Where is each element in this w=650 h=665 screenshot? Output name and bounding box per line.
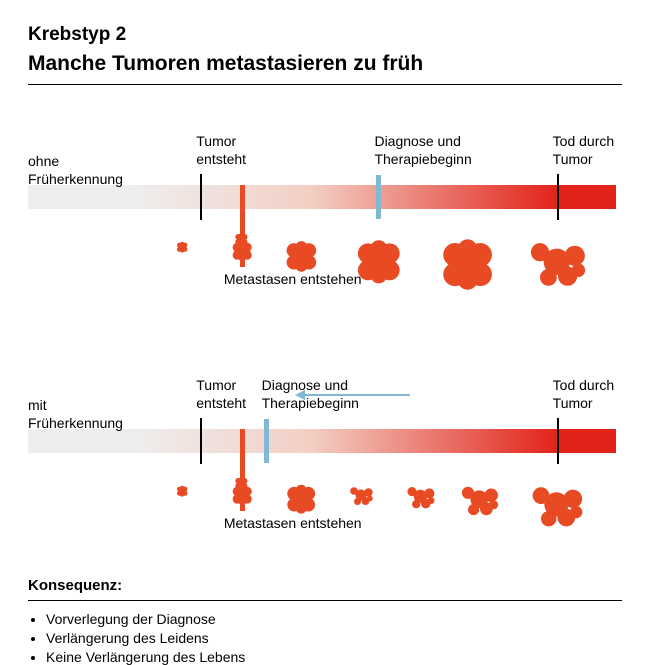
- tumor-cells-scatter-icon: [343, 477, 379, 513]
- divider-top: [28, 84, 622, 85]
- tumor-cell-icon: [223, 232, 261, 270]
- timeline-tick: [200, 418, 202, 464]
- tumor-cell-icon: [344, 227, 414, 297]
- diagnosis-tick: [264, 419, 269, 463]
- timeline-with-screening: mitFrüherkennungTumorentstehtDiagnose un…: [28, 363, 622, 563]
- tumor-cells-scatter-icon: [454, 474, 504, 524]
- consequence-list: Vorverlegung der Diagnose Verlängerung de…: [46, 611, 622, 665]
- consequence-item: Verlängerung des Leidens: [46, 630, 622, 646]
- tumor-cell-icon: [276, 474, 326, 524]
- tumor-cell-icon: [428, 225, 507, 304]
- consequence-item: Keine Verlängerung des Lebens: [46, 649, 622, 665]
- timeline-tick: [200, 174, 202, 220]
- tumor-cell-icon: [169, 478, 195, 504]
- timeline-tick: [557, 174, 559, 220]
- marker-label-tumor: Tumorentsteht: [196, 133, 246, 168]
- marker-label-diagnosis: Diagnose undTherapiebeginn: [374, 133, 471, 168]
- tumor-cells-scatter-icon: [522, 227, 592, 297]
- timeline-without-screening: ohneFrüherkennung Tumorentsteht Diagnose u…: [28, 119, 622, 319]
- timeline-tick: [557, 418, 559, 464]
- marker-label-death: Tod durchTumor: [553, 133, 614, 168]
- timeline-bar: [28, 429, 616, 453]
- divider-bottom: [28, 600, 622, 601]
- timeline-bar: [28, 185, 616, 209]
- earlier-diagnosis-arrow-icon: [293, 387, 414, 403]
- marker-label-tumor: Tumorentsteht: [196, 377, 246, 412]
- consequence-heading: Konsequenz:: [28, 577, 622, 594]
- tumor-cells-scatter-icon: [524, 472, 589, 537]
- marker-label-death: Tod durchTumor: [553, 377, 614, 412]
- tumor-cell-icon: [275, 230, 328, 283]
- tumor-cell-icon: [223, 476, 261, 514]
- consequence-item: Vorverlegung der Diagnose: [46, 611, 622, 627]
- tumor-cells-scatter-icon: [400, 476, 441, 517]
- page-subheading: Manche Tumoren metastasieren zu früh: [28, 52, 622, 76]
- tumor-cell-icon: [169, 234, 195, 260]
- side-label: mitFrüherkennung: [28, 397, 123, 432]
- side-label: ohneFrüherkennung: [28, 153, 123, 188]
- page-heading: Krebstyp 2: [28, 24, 622, 46]
- diagnosis-tick: [376, 175, 381, 219]
